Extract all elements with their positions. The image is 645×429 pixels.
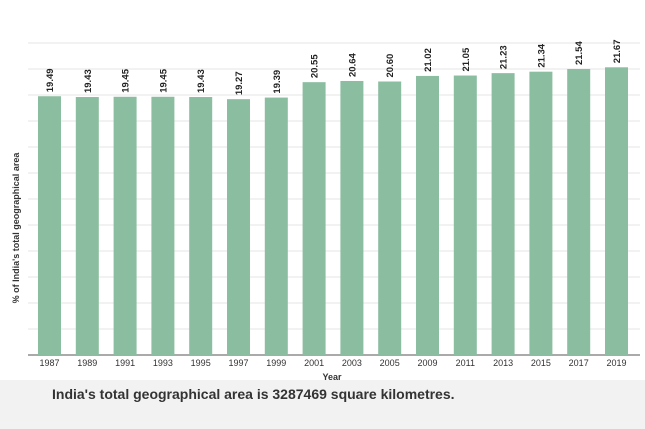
bar-1993 — [151, 96, 175, 356]
bar-1989 — [75, 97, 99, 356]
bar-2013 — [491, 73, 515, 355]
bar-1991 — [113, 96, 137, 356]
x-tick-labels: 1987 1989 1991 1993 1995 1997 1999 2001 2003 2005… — [39, 358, 626, 368]
x-tick-1993: 1993 — [153, 358, 173, 368]
data-label-2013: 21.23 — [499, 45, 510, 69]
x-tick-1997: 1997 — [228, 358, 248, 368]
x-tick-1991: 1991 — [115, 358, 135, 368]
bar-2005 — [378, 81, 402, 355]
bar-1987 — [38, 96, 61, 356]
data-label-1997: 19.27 — [234, 71, 245, 95]
bar-chart: 19.49 19.43 19.45 19.45 19.43 19.27 19.39 20.55… — [11, 40, 640, 380]
data-label-1989: 19.43 — [83, 69, 94, 93]
data-labels: 19.49 19.43 19.45 19.45 19.43 19.27 19.39 20.55… — [45, 40, 623, 96]
chart-area: 19.49 19.43 19.45 19.45 19.43 19.27 19.39 20.55… — [0, 0, 645, 380]
data-label-1993: 19.45 — [158, 68, 169, 92]
bar-1995 — [189, 97, 213, 356]
bar-2019 — [605, 67, 628, 355]
x-tick-2015: 2015 — [531, 358, 551, 368]
data-label-1999: 19.39 — [272, 70, 283, 94]
data-label-2017: 21.54 — [574, 41, 585, 65]
data-label-2015: 21.34 — [536, 43, 547, 67]
data-label-1995: 19.43 — [196, 69, 207, 93]
bars — [38, 67, 628, 356]
bar-1997 — [227, 99, 250, 355]
data-label-1991: 19.45 — [121, 68, 132, 92]
x-tick-1987: 1987 — [39, 358, 59, 368]
x-tick-2001: 2001 — [304, 358, 324, 368]
data-label-2001: 20.55 — [310, 54, 321, 78]
y-axis-label: % of India's total geographical area — [11, 152, 21, 304]
x-tick-1995: 1995 — [191, 358, 211, 368]
x-tick-2003: 2003 — [342, 358, 362, 368]
x-tick-2013: 2013 — [493, 358, 513, 368]
x-axis-label: Year — [322, 372, 342, 380]
x-tick-1989: 1989 — [77, 358, 97, 368]
x-tick-2011: 2011 — [456, 358, 475, 368]
data-label-2003: 20.64 — [347, 52, 358, 76]
bar-2001 — [302, 82, 326, 355]
bar-1999 — [264, 97, 288, 356]
x-tick-2009: 2009 — [417, 358, 437, 368]
x-tick-2019: 2019 — [606, 358, 626, 368]
x-tick-2005: 2005 — [380, 358, 400, 368]
bar-2017 — [567, 69, 591, 355]
data-label-1987: 19.49 — [45, 68, 56, 92]
data-label-2009: 21.02 — [423, 48, 434, 72]
x-tick-2017: 2017 — [569, 358, 589, 368]
data-label-2011: 21.05 — [461, 47, 472, 71]
data-label-2019: 21.67 — [612, 40, 623, 64]
footnote: India's total geographical area is 32874… — [52, 386, 455, 402]
bar-2009 — [416, 75, 439, 355]
bar-2011 — [453, 75, 477, 356]
x-tick-1999: 1999 — [266, 358, 286, 368]
bar-2003 — [340, 80, 364, 355]
data-label-2005: 20.60 — [385, 54, 396, 78]
bar-2015 — [529, 71, 553, 356]
